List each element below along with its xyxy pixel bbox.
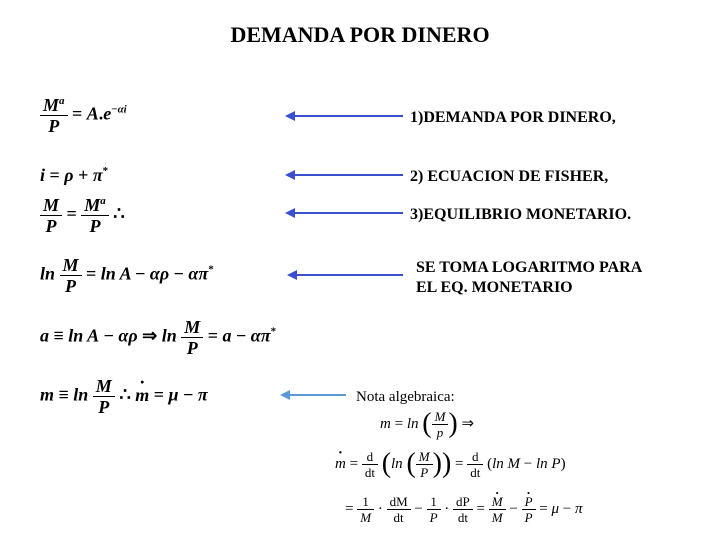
- label-4: SE TOMA LOGARITMO PARA EL EQ. MONETARIO: [416, 258, 691, 298]
- label-3: 3)EQUILIBRIO MONETARIO.: [410, 205, 631, 225]
- nota-label: Nota algebraica:: [356, 388, 455, 407]
- label-4-line1: SE TOMA LOGARITMO PARA: [416, 259, 642, 276]
- equation-5: a ≡ ln A − αρ ⇒ ln MP = a − απ*: [40, 318, 276, 357]
- label-2: 2) ECUACION DE FISHER,: [410, 167, 608, 187]
- equation-6: m ≡ ln MP ∴ m = μ − π: [40, 377, 208, 416]
- nota-equation-2: m = ddt (ln (MP)) = ddt (ln M − ln P): [335, 450, 566, 479]
- equation-3: MP = MaP ∴: [40, 196, 125, 235]
- page-title: DEMANDA POR DINERO: [0, 22, 720, 48]
- label-4-line2: EL EQ. MONETARIO: [416, 279, 573, 296]
- label-1: 1)DEMANDA POR DINERO,: [410, 108, 616, 128]
- nota-equation-3: = 1M · dMdt − 1P · dPdt = MM − PP = μ − …: [345, 495, 583, 524]
- equation-1: MaP = A.e−αi: [40, 96, 127, 135]
- equation-2: i = ρ + π*: [40, 166, 108, 184]
- nota-equation-1: m = ln (Mp) ⇒: [380, 410, 474, 439]
- equation-4: ln MP = ln A − αρ − απ*: [40, 256, 214, 295]
